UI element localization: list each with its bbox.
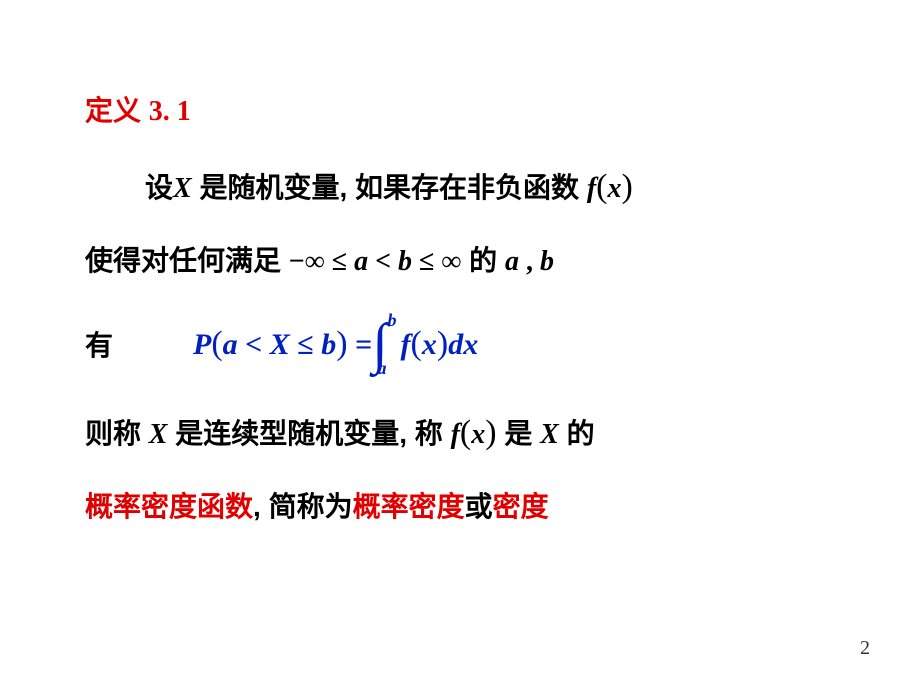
line-4: 则称 X 是连续型随机变量, 称 f(x) 是 X 的 <box>85 407 855 458</box>
l4-x: x <box>471 419 485 450</box>
l2-inf: ∞ <box>441 246 461 277</box>
l3-dx: dx <box>448 328 478 361</box>
l3-lp2: ( <box>411 325 422 362</box>
l2-le2: ≤ <box>412 246 441 277</box>
l1-x: x <box>607 173 621 204</box>
l4-rp: ) <box>485 414 496 451</box>
formula-left: P(a < X ≤ b) = <box>193 325 372 363</box>
l3-b: b <box>321 328 336 361</box>
l1-prefix: 设 <box>145 172 173 203</box>
l2-a: a <box>354 246 368 277</box>
l2-comma: , <box>519 246 540 277</box>
l2-le1: ≤ <box>325 246 354 277</box>
l2-b: b <box>398 246 412 277</box>
l4-suffix: 的 <box>559 418 595 449</box>
l1-rp: ) <box>621 168 632 205</box>
l1-lp: ( <box>596 168 607 205</box>
l1-X: X <box>173 173 192 204</box>
line-5: 概率密度函数, 简称为概率密度或密度 <box>85 486 855 528</box>
l4-mid1: 是连续型随机变量, 称 <box>167 418 450 449</box>
l2-ninf: −∞ <box>289 246 325 277</box>
page-number: 2 <box>860 637 870 660</box>
l3-you: 有 <box>85 324 113 364</box>
title-number: 3. 1 <box>149 96 191 127</box>
l2-prefix: 使得对任何满足 <box>85 245 289 276</box>
l3-rp2: ) <box>437 325 448 362</box>
formula-right: f(x)dx <box>401 325 479 363</box>
line-1: 设X 是随机变量, 如果存在非负函数 f(x) <box>85 161 855 212</box>
l3-a: a <box>223 328 238 361</box>
l5-b2: 或 <box>465 491 493 522</box>
l3-lp1: ( <box>211 325 222 362</box>
l3-le: ≤ <box>290 328 321 361</box>
int-upper: b <box>388 311 397 329</box>
l2-ab-b: b <box>540 246 554 277</box>
line-2: 使得对任何满足 −∞ ≤ a < b ≤ ∞ 的 a , b <box>85 240 855 283</box>
definition-title: 定义 3. 1 <box>85 90 855 133</box>
l5-red3: 密度 <box>493 491 549 522</box>
l3-rp1: ) <box>336 325 347 362</box>
l3-x: x <box>422 328 437 361</box>
l2-lt: < <box>368 246 398 277</box>
l3-f: f <box>401 328 411 361</box>
l3-X: X <box>270 328 290 361</box>
l1-f: f <box>587 173 596 204</box>
integral: ∫ b a <box>372 311 400 377</box>
l5-b1: , 简称为 <box>253 491 353 522</box>
l4-f: f <box>451 419 460 450</box>
l2-mid: 的 <box>461 245 505 276</box>
integral-symbol: ∫ <box>372 316 387 372</box>
l5-red1: 概率密度函数 <box>85 491 253 522</box>
l4-X1: X <box>149 419 168 450</box>
l4-prefix: 则称 <box>85 418 149 449</box>
title-label: 定义 <box>85 95 141 126</box>
line-3-formula: 有 P(a < X ≤ b) = ∫ b a f(x)dx <box>85 311 855 377</box>
l2-ab-a: a <box>505 246 519 277</box>
l3-P: P <box>193 328 211 361</box>
l3-eq: = <box>348 328 373 361</box>
l4-mid2: 是 <box>497 418 541 449</box>
l1-mid: 是随机变量, 如果存在非负函数 <box>192 172 587 203</box>
l4-X2: X <box>540 419 559 450</box>
l3-lt: < <box>238 328 270 361</box>
l4-lp: ( <box>460 414 471 451</box>
l5-red2: 概率密度 <box>353 491 465 522</box>
